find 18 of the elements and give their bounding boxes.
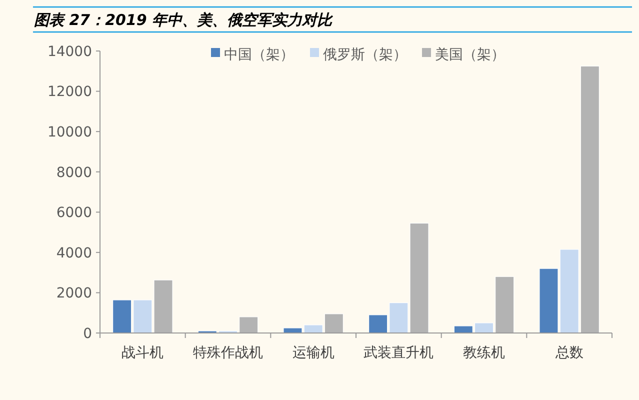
y-tick-label: 8000: [56, 164, 92, 181]
x-tick-label: 运输机: [292, 345, 334, 361]
y-tick-label: 4000: [56, 245, 92, 262]
legend-label: 美国（架）: [435, 46, 505, 63]
y-tick-label: 2000: [56, 286, 92, 302]
x-tick-label: 战斗机: [122, 345, 164, 361]
x-tick-label: 教练机: [463, 345, 505, 361]
y-tick-label: 0: [83, 326, 92, 342]
y-tick-label: 10000: [47, 124, 92, 140]
legend-label: 俄罗斯（架）: [323, 46, 407, 63]
y-tick-label: 14000: [47, 44, 92, 60]
x-tick-label: 总数: [554, 345, 584, 361]
y-tick-label: 12000: [47, 84, 92, 100]
legend-label: 中国（架）: [224, 46, 294, 63]
x-tick-label: 武装直升机: [364, 345, 434, 361]
chart-title: 图表 27：2019 年中、美、俄空军实力对比: [34, 11, 334, 29]
x-tick-label: 特殊作战机: [193, 345, 263, 361]
y-tick-label: 6000: [56, 205, 92, 222]
